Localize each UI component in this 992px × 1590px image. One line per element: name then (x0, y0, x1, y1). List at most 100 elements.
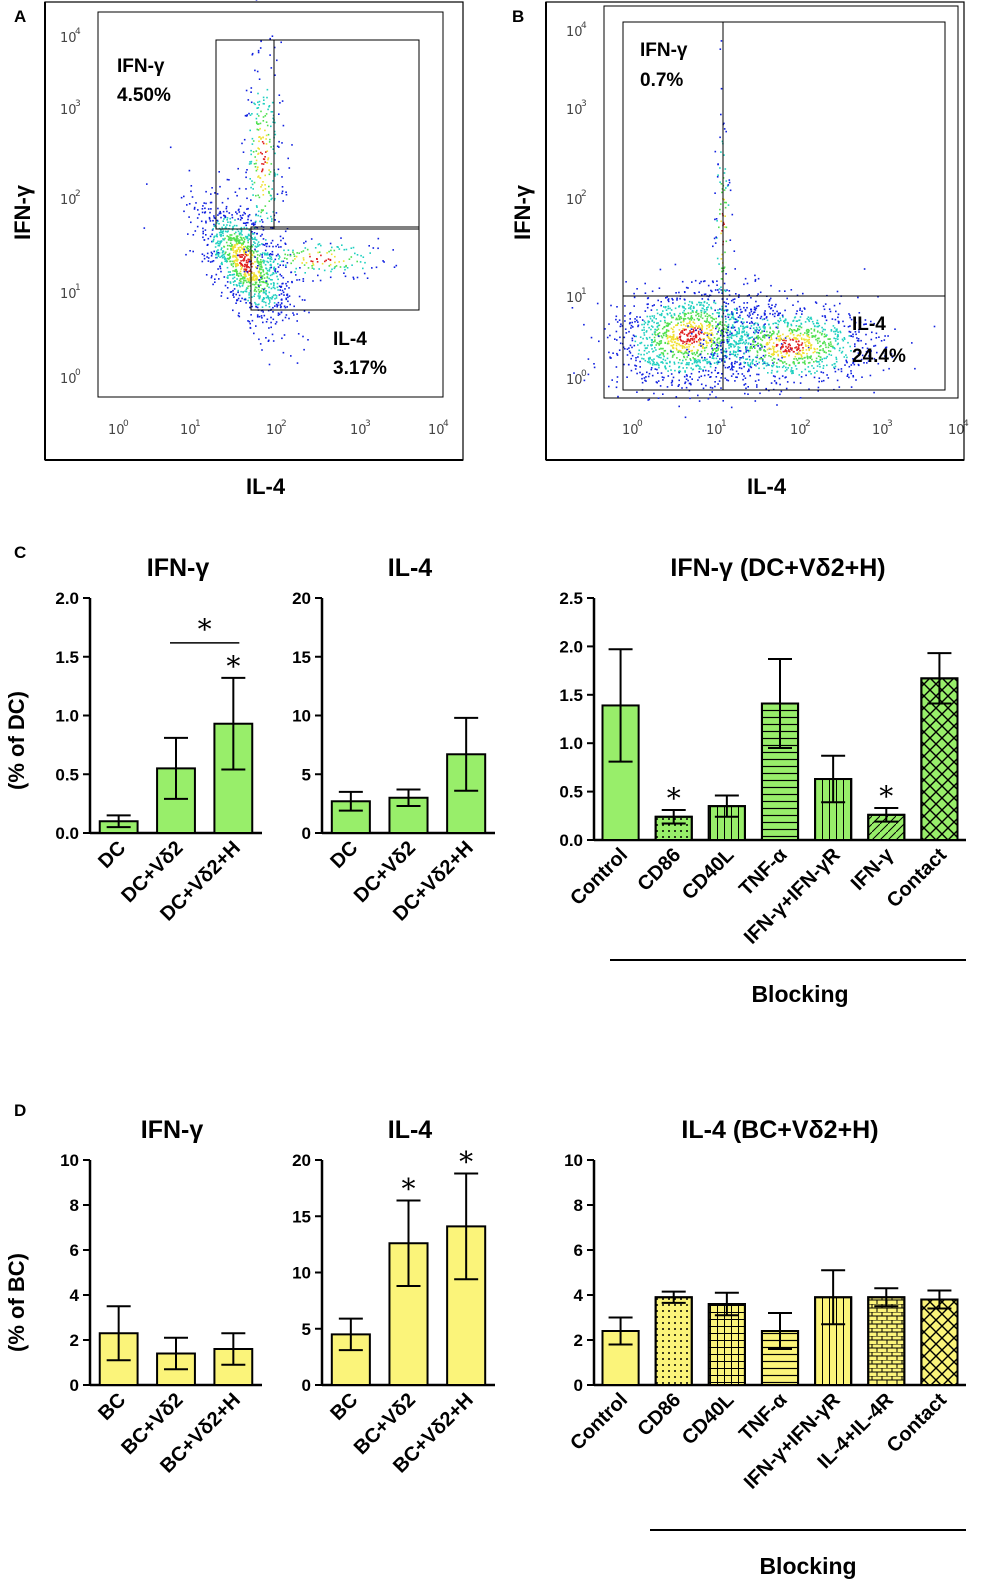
flow-event (861, 347, 864, 349)
flow-event (235, 274, 238, 276)
flow-event (848, 313, 850, 315)
flow-event (228, 212, 231, 214)
flow-event (616, 321, 619, 323)
flow-event (252, 251, 255, 253)
flow-event (781, 355, 783, 357)
flow-event (786, 321, 789, 324)
flow-event (653, 361, 655, 364)
flow-event (216, 193, 219, 195)
flow-event (778, 338, 780, 340)
flow-event (258, 286, 260, 289)
flow-event (715, 327, 717, 330)
flow-event (832, 325, 835, 327)
flow-event (273, 260, 275, 262)
flow-event (656, 342, 658, 344)
flow-event (254, 301, 256, 304)
y-tick-label: 10 (60, 1151, 79, 1170)
flow-event (697, 355, 699, 358)
flow-event (274, 175, 276, 177)
flow-event (311, 265, 313, 267)
row-c-ylabel: (% of DC) (4, 691, 29, 790)
flow-event (689, 332, 691, 334)
flow-event (193, 208, 196, 210)
flow-event (824, 344, 827, 346)
flow-event (304, 247, 307, 249)
flow-event (753, 306, 756, 309)
flow-event (143, 227, 146, 229)
flow-event (714, 369, 716, 372)
flow-event (759, 328, 762, 330)
flow-event (652, 350, 655, 352)
flow-event (718, 342, 720, 345)
flow-event (799, 349, 801, 352)
flow-event (721, 278, 724, 280)
flow-event (282, 237, 284, 240)
flow-event (836, 379, 839, 382)
flow-event (667, 299, 669, 301)
flow-event (670, 382, 673, 384)
flow-event (267, 133, 270, 136)
flow-event (623, 336, 626, 339)
flow-event (222, 238, 224, 240)
xtick-exp: 1 (195, 419, 201, 429)
flow-event (741, 335, 744, 338)
flow-event (839, 347, 841, 350)
flow-event (647, 321, 650, 324)
flow-event (759, 343, 762, 346)
flow-x-ticks: 100 101 102 103 104 (622, 419, 969, 438)
flow-event (678, 314, 680, 317)
flow-event (697, 332, 700, 334)
flow-event (709, 365, 712, 368)
flow-event (683, 375, 686, 378)
flow-event (333, 267, 336, 270)
flow-event (770, 334, 772, 337)
flow-event (736, 376, 738, 379)
flow-event (731, 333, 733, 335)
flow-event (646, 352, 648, 355)
flow-event (688, 300, 691, 303)
flow-event (737, 353, 739, 356)
flow-event (733, 308, 736, 310)
flow-event (622, 346, 625, 349)
flow-event (270, 283, 272, 285)
flow-event (825, 351, 827, 354)
flow-event (694, 279, 697, 282)
flow-event (799, 325, 801, 327)
flow-event (753, 311, 755, 314)
bar-pattern (707, 1303, 746, 1386)
flow-event (256, 243, 259, 245)
flow-event (777, 312, 780, 315)
flow-event (673, 353, 676, 356)
flow-event (287, 300, 289, 303)
flow-event (762, 325, 765, 327)
flow-event (229, 242, 232, 244)
flow-event (232, 256, 234, 258)
flow-event (244, 235, 247, 238)
flow-event (700, 322, 702, 325)
flow-event (700, 383, 703, 386)
flow-event (662, 347, 664, 350)
flow-event (660, 301, 662, 303)
flow-event (765, 387, 767, 390)
flow-event (270, 316, 272, 319)
flow-event (653, 358, 655, 360)
flow-event (740, 339, 742, 342)
flow-event (260, 211, 262, 214)
flow-event (710, 353, 712, 355)
flow-event (682, 311, 684, 314)
flow-event (250, 153, 252, 156)
flow-event (850, 350, 852, 352)
flow-event (235, 224, 238, 227)
flow-event (312, 264, 315, 266)
flow-event (236, 249, 238, 251)
y-tick-label: 1.0 (559, 734, 583, 753)
flow-event (773, 353, 775, 356)
flow-event (804, 344, 807, 346)
flow-event (785, 335, 788, 338)
flow-event (232, 260, 234, 263)
flow-event (741, 339, 744, 341)
flow-event (671, 380, 674, 383)
flow-event (772, 342, 775, 344)
flow-event (250, 278, 253, 280)
flow-event (257, 123, 260, 125)
